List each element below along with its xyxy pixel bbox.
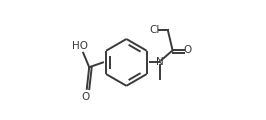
Text: HO: HO: [72, 41, 88, 51]
Text: Cl: Cl: [150, 25, 160, 35]
Text: O: O: [81, 92, 90, 102]
Text: O: O: [183, 45, 192, 55]
Text: N: N: [156, 57, 164, 67]
